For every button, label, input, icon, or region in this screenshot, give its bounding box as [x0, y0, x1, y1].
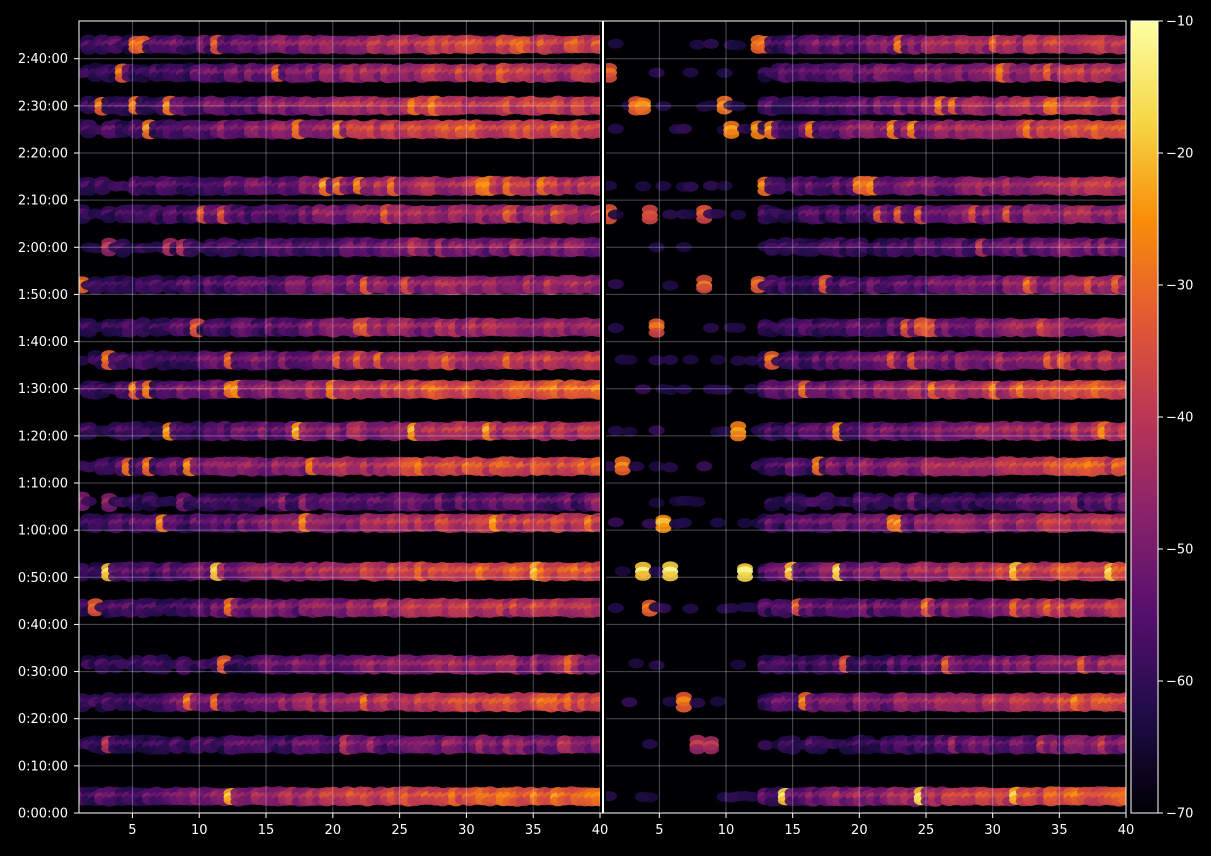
- heat-cell: [591, 466, 607, 476]
- heat-cell: [642, 739, 658, 749]
- heat-cell: [642, 792, 658, 802]
- heat-cell: [591, 361, 607, 371]
- heat-cell: [689, 698, 705, 708]
- heat-cell: [591, 213, 607, 223]
- heatmap-panel-left: [74, 21, 607, 813]
- heat-cell: [591, 796, 607, 806]
- heat-cell: [757, 740, 773, 750]
- heat-cell: [744, 792, 760, 802]
- heat-cell: [591, 743, 607, 753]
- heat-cell: [703, 744, 719, 754]
- heat-cell: [591, 390, 607, 400]
- heat-cell: [676, 703, 692, 713]
- heat-cell: [591, 571, 607, 581]
- heat-cell: [591, 128, 607, 138]
- heat-cell: [591, 607, 607, 617]
- heat-cell: [591, 285, 607, 295]
- heat-cell: [81, 496, 97, 506]
- heat-cell: [591, 430, 607, 440]
- heat-cell: [591, 327, 607, 337]
- heat-cell: [591, 247, 607, 257]
- heat-cell: [662, 697, 678, 707]
- heat-cell: [591, 502, 607, 512]
- heat-cell: [591, 105, 607, 115]
- heat-cell: [591, 72, 607, 82]
- heat-cell: [591, 702, 607, 712]
- heat-cell: [710, 697, 726, 707]
- heat-cell: [88, 243, 104, 253]
- heatmap-panel-right: [601, 21, 1134, 813]
- heat-cell: [591, 44, 607, 54]
- heat-cell: [74, 356, 90, 366]
- heat-cell: [621, 697, 637, 707]
- heat-cell: [591, 186, 607, 196]
